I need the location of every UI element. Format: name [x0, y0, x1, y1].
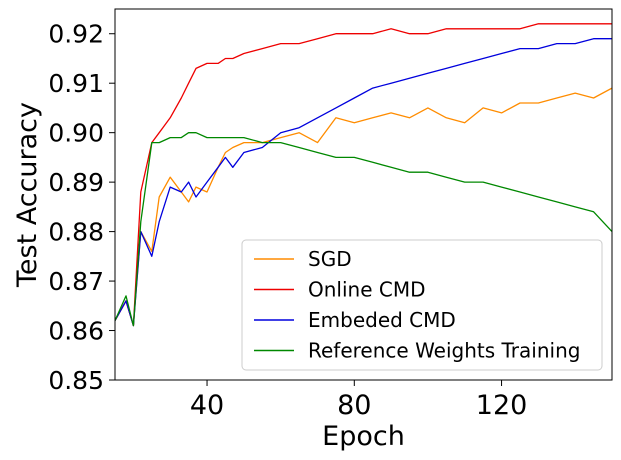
x-axis-ticks: 40 80 120: [190, 380, 527, 421]
x-axis-label: Epoch: [322, 421, 405, 452]
x-tick-label: 40: [190, 390, 224, 421]
legend-label: SGD: [308, 247, 352, 271]
y-tick-label: 0.92: [48, 20, 104, 49]
y-tick-label: 0.86: [48, 317, 104, 346]
y-tick-label: 0.91: [48, 69, 104, 98]
series-line-0: [115, 87, 612, 327]
y-tick-label: 0.90: [48, 119, 104, 148]
y-axis-label: Test Accuracy: [12, 102, 43, 288]
legend-item: SGD: [254, 247, 352, 271]
x-tick-label: 80: [337, 390, 371, 421]
series-line-3: [115, 132, 612, 327]
legend: SGD Online CMD Embeded CMD Reference Weight…: [241, 239, 603, 371]
legend-label: Reference Weights Training: [308, 339, 580, 363]
y-tick-label: 0.85: [48, 366, 104, 395]
plot-lines: [115, 23, 612, 327]
y-tick-label: 0.87: [48, 267, 104, 296]
legend-item: Reference Weights Training: [254, 339, 580, 363]
plot-frame: [114, 8, 613, 381]
y-axis-ticks: 0.85 0.86 0.87 0.88 0.89 0.90 0.91 0.92: [48, 20, 115, 395]
legend-item: Online CMD: [254, 278, 426, 302]
series-line-1: [115, 23, 612, 327]
legend-box: [241, 239, 603, 371]
y-tick-label: 0.88: [48, 218, 104, 247]
series-line-2: [115, 38, 612, 327]
y-tick-label: 0.89: [48, 168, 104, 197]
legend-label: Embeded CMD: [308, 308, 456, 332]
x-tick-label: 120: [476, 390, 528, 421]
legend-label: Online CMD: [308, 278, 426, 302]
legend-item: Embeded CMD: [254, 308, 456, 332]
